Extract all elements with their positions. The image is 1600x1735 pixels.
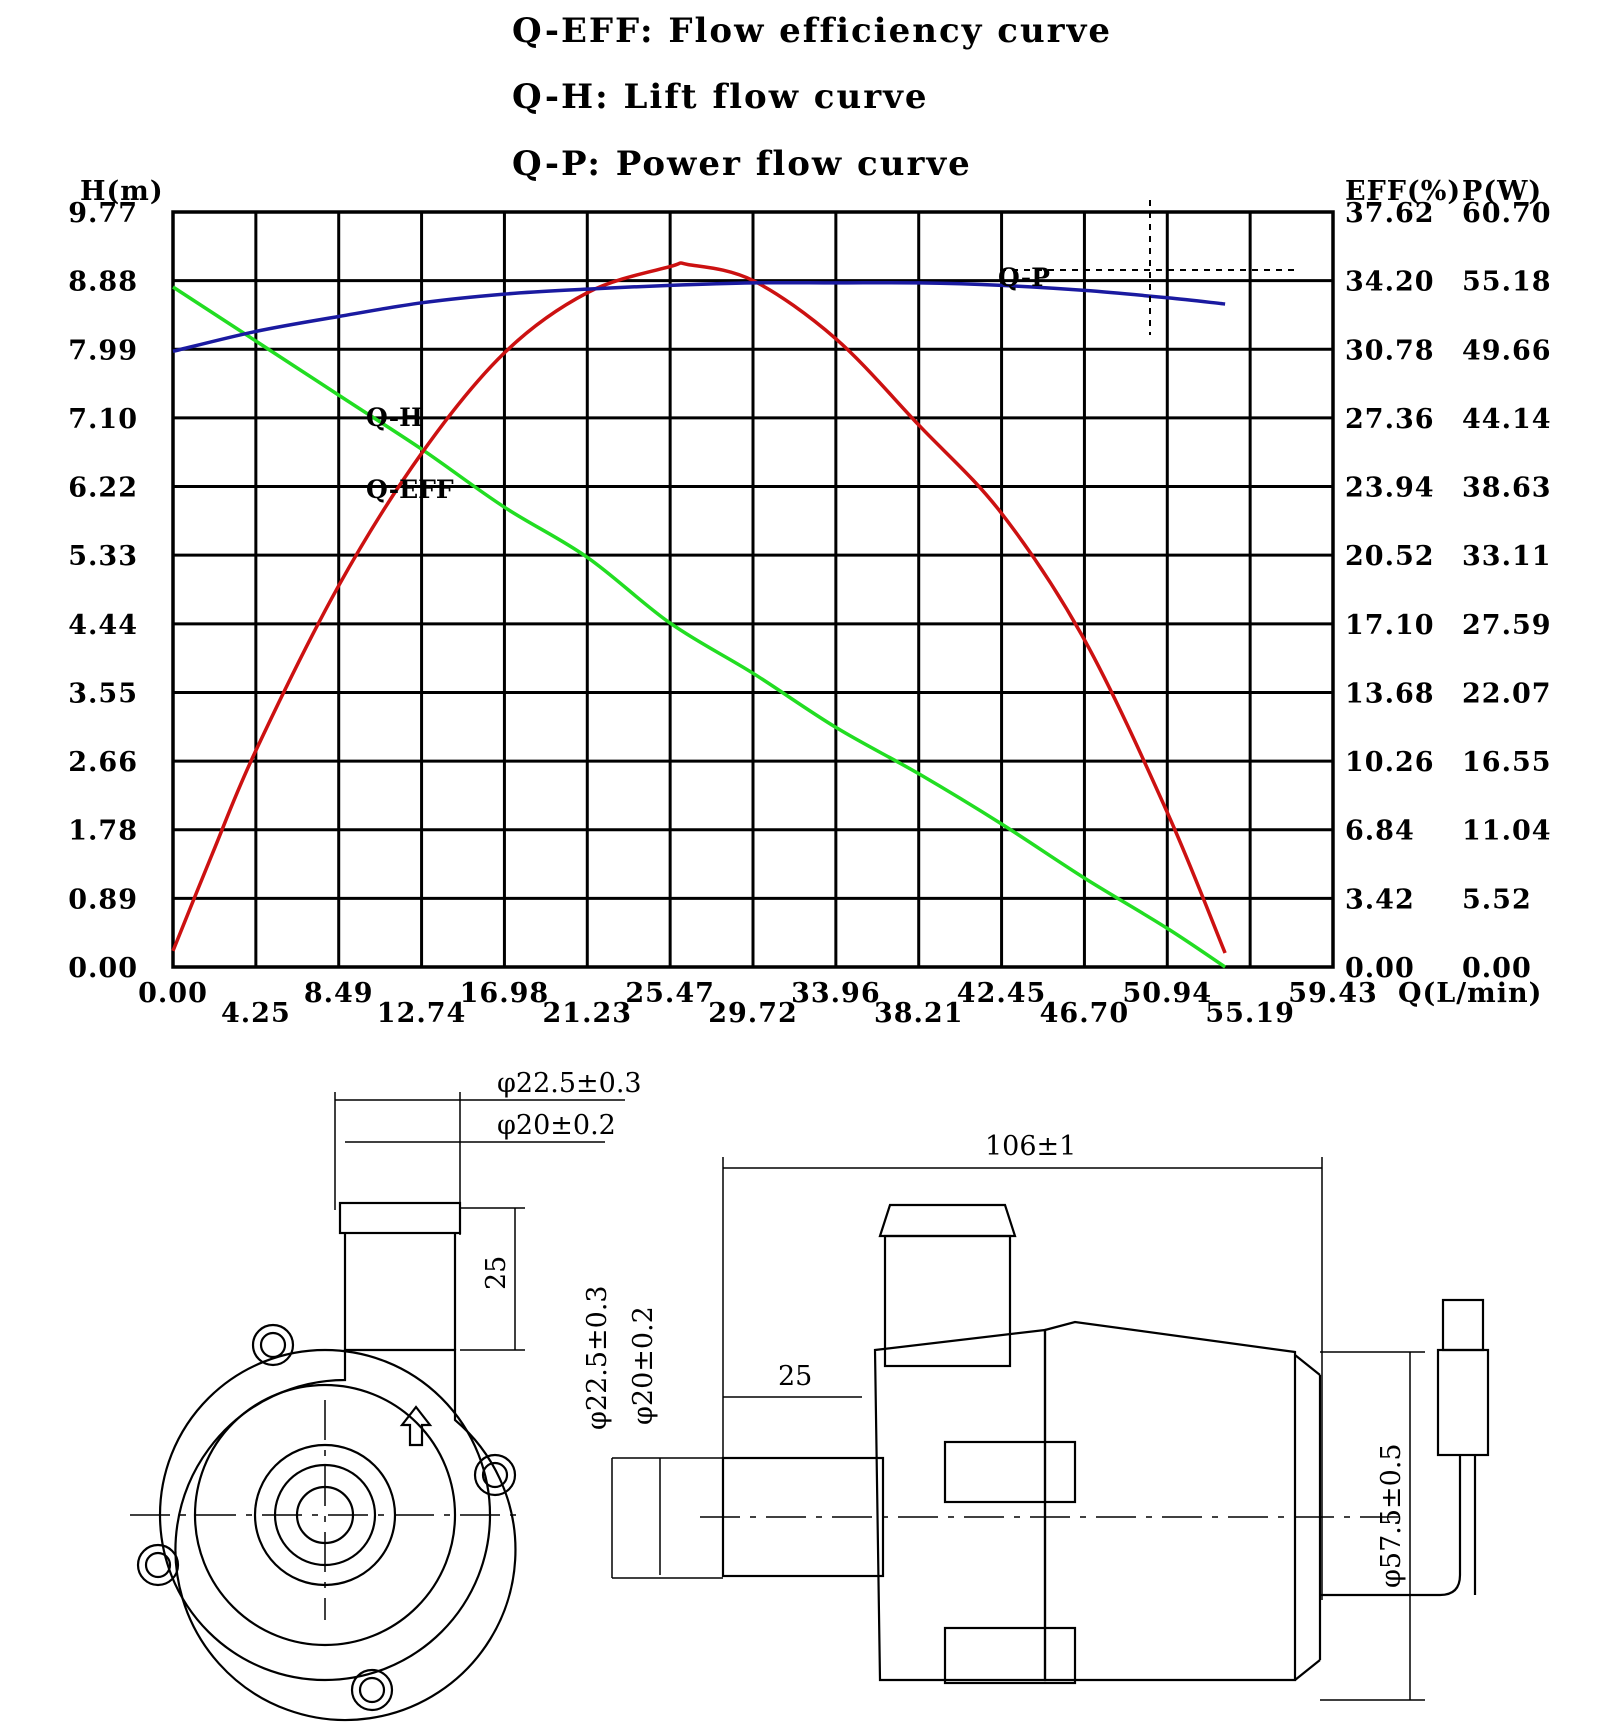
- x-tick-label: 38.21: [874, 998, 964, 1029]
- y-axis-eff-label: EFF(%): [1345, 176, 1461, 207]
- y-tick-label-power: 38.63: [1462, 473, 1552, 504]
- y-tick-label-left: 2.66: [68, 747, 138, 778]
- x-tick-label: 12.74: [377, 998, 467, 1029]
- front-dim-length: 25: [481, 1256, 512, 1290]
- y-tick-label-left: 5.33: [68, 541, 138, 572]
- y-tick-label-eff: 13.68: [1345, 678, 1435, 709]
- y-tick-label-left: 0.00: [68, 953, 138, 984]
- y-tick-label-left: 4.44: [68, 610, 138, 641]
- series-lines: [171, 261, 1227, 969]
- y-tick-labels-left: 0.00 0.89 1.78 2.66 3.55 4.44 5.33 6.22 7.10 7.99…: [68, 198, 138, 984]
- x-axis-label: Q(L/min): [1398, 978, 1542, 1009]
- x-tick-label: 0.00: [138, 978, 208, 1009]
- y-tick-label-power: 5.52: [1462, 884, 1532, 915]
- legend-q-h: Q-H: Lift flow curve: [512, 77, 929, 117]
- legend-q-eff: Q-EFF: Flow efficiency curve: [512, 11, 1112, 51]
- x-tick-label: 4.25: [221, 998, 291, 1029]
- q-p-marker: [1000, 200, 1300, 335]
- x-tick-label: 50.94: [1123, 978, 1213, 1009]
- y-tick-label-eff: 34.20: [1345, 267, 1435, 298]
- y-tick-label-left: 7.99: [68, 335, 138, 366]
- y-tick-label-left: 8.88: [68, 267, 138, 298]
- y-tick-label-eff: 6.84: [1345, 816, 1415, 847]
- y-tick-label-eff: 37.62: [1345, 198, 1435, 229]
- side-dim-body: φ57.5±0.5: [1376, 1443, 1407, 1588]
- side-dim-inner: φ20±0.2: [628, 1306, 659, 1425]
- y-tick-label-eff: 17.10: [1345, 610, 1435, 641]
- x-tick-label: 8.49: [304, 978, 374, 1009]
- x-tick-label: 59.43: [1288, 978, 1378, 1009]
- y-tick-label-left: 9.77: [68, 198, 138, 229]
- front-view-drawing: φ22.5±0.3 φ20±0.2 25: [130, 1068, 642, 1722]
- y-axis-left-label: H(m): [80, 176, 164, 207]
- series-line-q-eff: [171, 261, 1227, 954]
- x-tick-labels: 0.00 4.25 8.4912.7416.9821.2325.4729.7233.…: [138, 978, 1378, 1029]
- side-view-drawing: 106±1 25 φ22.5±0.3 φ20±0.2 φ57.5±0: [582, 1131, 1490, 1701]
- side-dim-outer: φ22.5±0.3: [582, 1285, 613, 1430]
- side-dim-total: 106±1: [985, 1131, 1076, 1162]
- y-tick-label-power: 33.11: [1462, 541, 1552, 572]
- y-tick-label-left: 3.55: [68, 678, 138, 709]
- series-line-q-p: [172, 280, 1226, 354]
- series-label-q-eff: Q-EFF: [366, 475, 454, 504]
- series-label-q-h: Q-H: [366, 403, 423, 432]
- y-tick-label-eff: 10.26: [1345, 747, 1435, 778]
- y-tick-labels-power: 0.00 5.52 11.04 16.55 22.07 27.59 33.11 38.63 44…: [1462, 198, 1552, 984]
- y-tick-labels-eff: 0.00 3.42 6.84 10.26 13.68 17.10 20.52 23.94 27.…: [1345, 198, 1435, 984]
- x-tick-label: 25.47: [625, 978, 715, 1009]
- y-tick-label-power: 22.07: [1462, 678, 1552, 709]
- x-tick-label: 46.70: [1040, 998, 1130, 1029]
- y-tick-label-power: 49.66: [1462, 335, 1552, 366]
- series-line-q-h: [172, 285, 1227, 969]
- y-tick-label-power: 55.18: [1462, 267, 1552, 298]
- x-tick-label: 29.72: [708, 998, 798, 1029]
- y-tick-label-eff: 27.36: [1345, 404, 1435, 435]
- y-tick-label-power: 44.14: [1462, 404, 1552, 435]
- x-tick-label: 55.19: [1205, 998, 1295, 1029]
- y-tick-label-eff: 0.00: [1345, 953, 1415, 984]
- y-axis-power-label: P(W): [1462, 176, 1542, 207]
- legend-q-p: Q-P: Power flow curve: [512, 144, 972, 184]
- y-tick-label-power: 16.55: [1462, 747, 1552, 778]
- side-dim-length: 25: [778, 1361, 812, 1392]
- y-tick-label-power: 60.70: [1462, 198, 1552, 229]
- series-label-q-p: Q-P: [998, 263, 1050, 292]
- x-tick-label: 16.98: [460, 978, 550, 1009]
- y-tick-label-power: 11.04: [1462, 816, 1552, 847]
- y-tick-label-left: 1.78: [68, 816, 138, 847]
- y-tick-label-power: 0.00: [1462, 953, 1532, 984]
- legend: Q-EFF: Flow efficiency curve Q-H: Lift f…: [512, 11, 1112, 184]
- y-tick-label-power: 27.59: [1462, 610, 1552, 641]
- x-tick-label: 42.45: [957, 978, 1047, 1009]
- front-dim-inner: φ20±0.2: [497, 1110, 616, 1141]
- plot-area: 0.004.258.4912.7416.9821.2325.4729.7233.…: [68, 198, 1552, 1029]
- y-tick-label-left: 7.10: [68, 404, 138, 435]
- x-tick-label: 21.23: [543, 998, 633, 1029]
- front-dim-outer: φ22.5±0.3: [497, 1068, 642, 1099]
- y-tick-label-eff: 23.94: [1345, 473, 1435, 504]
- y-tick-label-left: 0.89: [68, 884, 138, 915]
- y-tick-label-eff: 3.42: [1345, 884, 1415, 915]
- y-tick-label-eff: 30.78: [1345, 335, 1435, 366]
- x-tick-label: 33.96: [791, 978, 881, 1009]
- y-tick-label-left: 6.22: [68, 473, 138, 504]
- y-tick-label-eff: 20.52: [1345, 541, 1435, 572]
- screw-icon: [136, 1323, 517, 1712]
